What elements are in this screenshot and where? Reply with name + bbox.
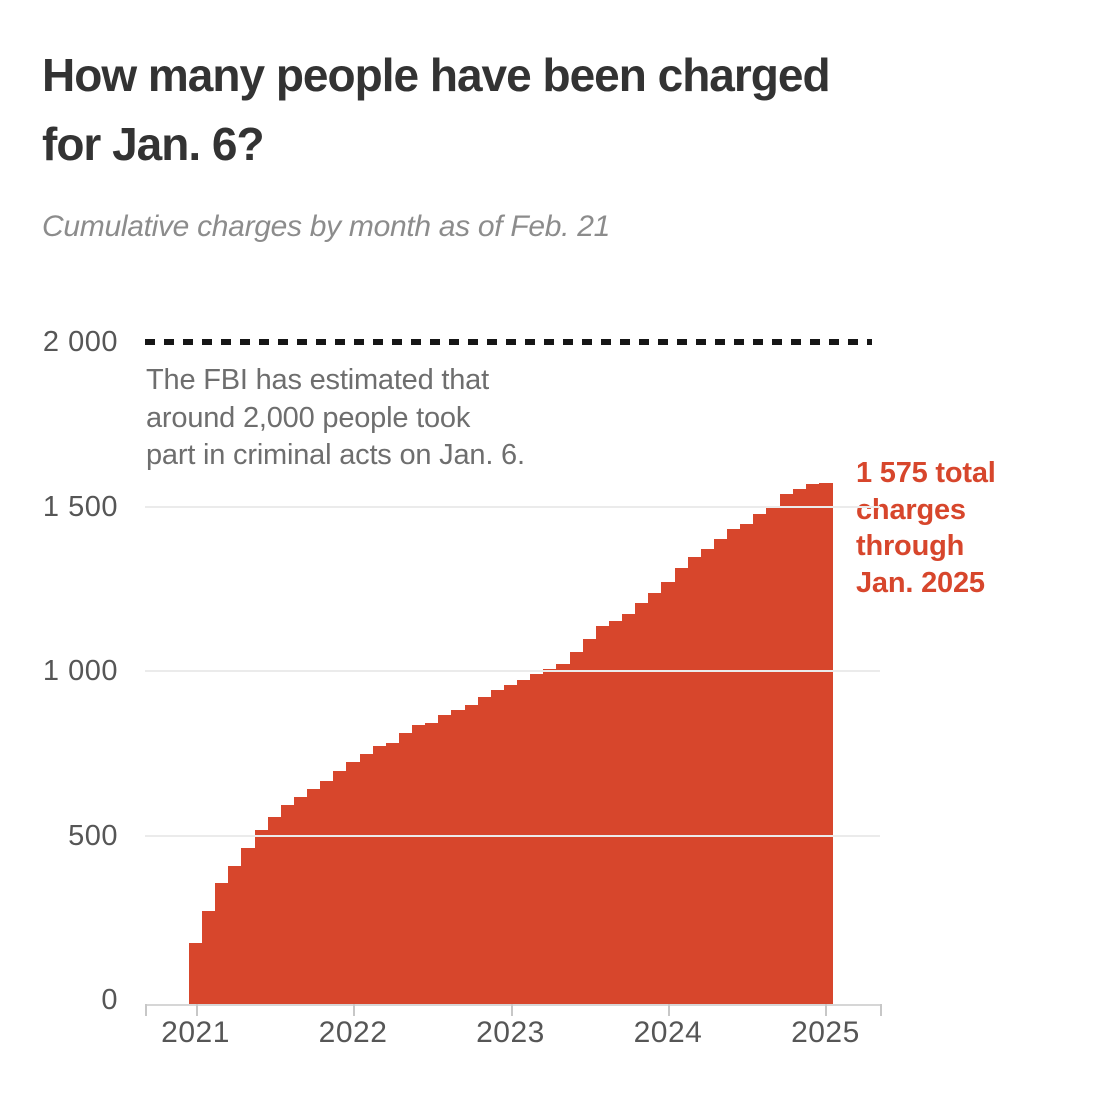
bar-jul-2023 (582, 639, 597, 1004)
gridline-1500 (145, 505, 880, 508)
x-axis-tick (825, 1004, 828, 1016)
bar-jul-2024 (740, 523, 754, 1004)
bar-sep-2023 (608, 621, 623, 1004)
y-axis-label-0: 0 (101, 984, 118, 1016)
y-axis-label-1000: 1 000 (42, 655, 118, 687)
fbi-note-line: around 2,000 people took (146, 401, 471, 434)
bar-nov-2021 (320, 780, 335, 1004)
total-charges-line: 1 575 total (856, 457, 996, 489)
fbi-note-line: The FBI has estimated that (146, 364, 489, 396)
bar-oct-2021 (307, 788, 321, 1004)
bar-may-2021 (241, 848, 256, 1004)
bar-jun-2022 (412, 724, 426, 1004)
bar-jan-2025 (818, 482, 833, 1004)
bar-jun-2023 (569, 652, 584, 1004)
total-charges-line: charges (856, 493, 966, 526)
total-charges-annotation: 1 575 total charges through Jan. 2025 (856, 455, 1056, 601)
bar-mar-2021 (215, 882, 230, 1004)
bar-dec-2021 (333, 770, 348, 1004)
x-axis-tick (145, 1004, 147, 1016)
bar-jun-2021 (254, 829, 269, 1004)
bar-mar-2022 (372, 746, 387, 1004)
page-title: How many people have been charged for Ja… (42, 41, 1042, 179)
x-axis-label-2021: 2021 (161, 1016, 230, 1049)
bar-sep-2024 (766, 505, 781, 1004)
bar-apr-2024 (700, 548, 715, 1004)
bar-jan-2023 (503, 685, 518, 1004)
bar-aug-2022 (438, 714, 453, 1004)
bar-feb-2023 (517, 680, 531, 1004)
bar-apr-2022 (385, 742, 400, 1004)
bar-jan-2024 (661, 581, 676, 1004)
bar-mar-2023 (530, 673, 544, 1004)
bar-nov-2022 (477, 696, 492, 1004)
bar-jan-2022 (346, 762, 361, 1004)
page-title-line1: How many people have been charged (42, 48, 831, 101)
total-charges-line: through (856, 530, 965, 562)
bar-sep-2022 (451, 709, 466, 1004)
fbi-note-line: part in criminal acts on Jan. 6. (146, 439, 525, 471)
bar-aug-2023 (595, 625, 610, 1004)
chart-subtitle: Cumulative charges by month as of Feb. 2… (42, 210, 610, 243)
page-title-line2: for Jan. 6? (42, 117, 265, 170)
bar-apr-2021 (228, 866, 243, 1004)
x-axis-line (145, 1004, 882, 1006)
bar-jul-2021 (267, 816, 282, 1004)
bar-nov-2024 (792, 489, 807, 1004)
bar-feb-2022 (359, 754, 374, 1004)
bar-may-2023 (556, 663, 571, 1004)
y-axis-label-500: 500 (68, 819, 118, 852)
bar-feb-2024 (674, 568, 689, 1004)
bar-oct-2023 (622, 614, 636, 1004)
bar-oct-2022 (464, 704, 479, 1004)
x-axis-tick (668, 1004, 670, 1016)
x-axis-tick (880, 1004, 882, 1016)
bar-mar-2024 (687, 556, 702, 1004)
bar-dec-2024 (805, 484, 820, 1004)
fbi-estimate-annotation: The FBI has estimated that around 2,000 … (146, 362, 626, 475)
bar-jun-2024 (727, 528, 741, 1004)
x-axis-label-2023: 2023 (476, 1016, 545, 1049)
y-axis-label-2000: 2 000 (42, 326, 118, 358)
total-charges-line: Jan. 2025 (856, 566, 985, 599)
bar-oct-2024 (779, 494, 794, 1004)
bar-dec-2023 (648, 593, 663, 1004)
x-axis-tick (195, 1004, 198, 1016)
x-axis-label-2025: 2025 (791, 1016, 860, 1049)
y-axis-label-1500: 1 500 (42, 490, 118, 523)
bar-aug-2024 (753, 514, 768, 1004)
bar-may-2024 (713, 538, 728, 1004)
bar-aug-2021 (280, 805, 295, 1004)
x-axis-label-2024: 2024 (633, 1016, 703, 1049)
gridline-500 (145, 834, 880, 837)
bar-nov-2023 (635, 602, 649, 1004)
bar-sep-2021 (293, 797, 308, 1004)
fbi-estimate-dashed-line (145, 339, 872, 345)
bars-container (145, 342, 880, 1004)
x-axis-tick (510, 1004, 513, 1016)
bar-dec-2022 (490, 690, 505, 1004)
bar-jan-2021 (189, 943, 203, 1004)
bar-may-2022 (398, 732, 413, 1004)
bar-feb-2021 (202, 910, 216, 1004)
x-axis-tick (353, 1004, 355, 1016)
x-axis-label-2022: 2022 (318, 1016, 388, 1049)
bar-jul-2022 (425, 723, 439, 1004)
gridline-1000 (145, 670, 880, 672)
